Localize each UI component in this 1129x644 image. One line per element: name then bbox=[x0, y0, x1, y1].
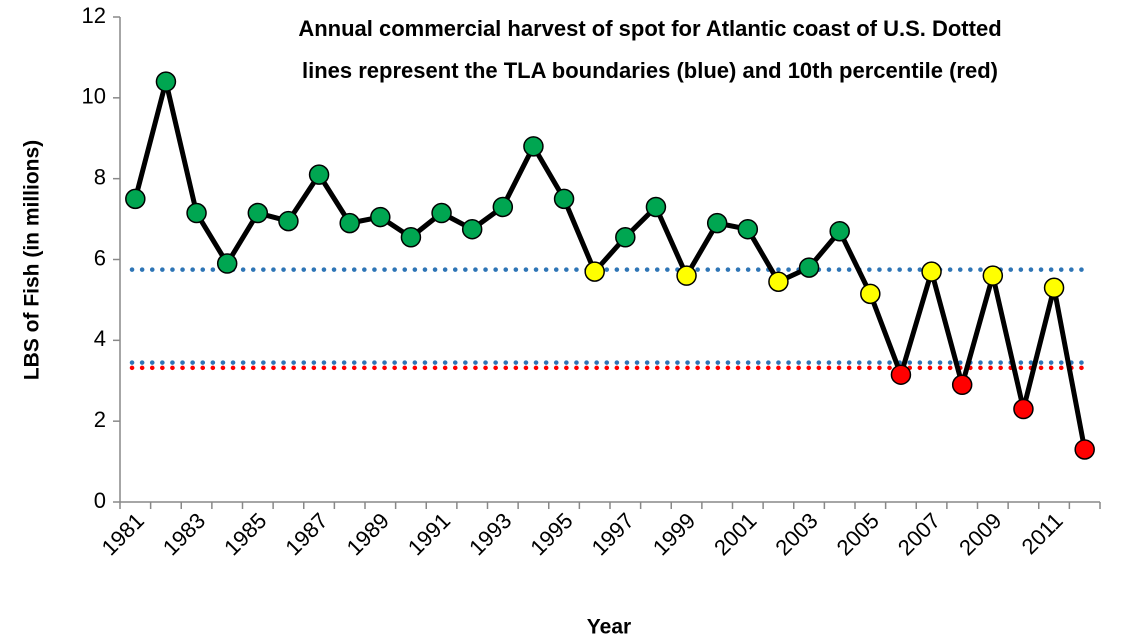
data-point bbox=[492, 196, 514, 218]
data-point bbox=[370, 206, 391, 228]
data-point bbox=[553, 188, 575, 210]
x-tick-label: 2001 bbox=[709, 508, 761, 560]
data-point bbox=[951, 374, 973, 396]
y-tick-label: 4 bbox=[94, 326, 106, 351]
data-point bbox=[247, 202, 269, 224]
x-tick-label: 1985 bbox=[219, 508, 271, 560]
data-point bbox=[829, 220, 850, 242]
y-tick-label: 0 bbox=[94, 488, 106, 513]
data-point bbox=[676, 265, 697, 286]
x-tick-label: 1987 bbox=[280, 508, 332, 560]
data-point bbox=[798, 257, 820, 278]
x-tick-label: 1989 bbox=[342, 508, 394, 560]
x-tick-label: 1993 bbox=[464, 508, 516, 560]
data-point bbox=[523, 136, 544, 157]
data-point bbox=[921, 261, 942, 282]
data-point bbox=[737, 218, 759, 240]
chart-title: Annual commercial harvest of spot for At… bbox=[298, 16, 1001, 41]
y-tick-label: 8 bbox=[94, 164, 106, 189]
x-axis-label: Year bbox=[587, 616, 631, 639]
data-point bbox=[308, 164, 330, 185]
data-point bbox=[768, 271, 789, 292]
chart-title: lines represent the TLA boundaries (blue… bbox=[302, 58, 998, 83]
x-tick-label: 2011 bbox=[1017, 508, 1068, 559]
data-point bbox=[125, 188, 146, 210]
x-tick-label: 2003 bbox=[770, 508, 822, 560]
data-point bbox=[706, 212, 728, 234]
y-tick-label: 6 bbox=[94, 245, 106, 270]
data-point bbox=[982, 265, 1004, 286]
data-point bbox=[278, 210, 299, 232]
data-point bbox=[461, 218, 483, 240]
y-tick-label: 12 bbox=[82, 3, 106, 28]
data-point bbox=[431, 202, 452, 224]
data-point bbox=[1043, 277, 1065, 299]
y-tick-label: 10 bbox=[82, 84, 106, 109]
data-line bbox=[132, 79, 1088, 450]
data-point bbox=[584, 261, 605, 282]
x-tick-label: 2005 bbox=[832, 508, 884, 560]
data-point bbox=[890, 364, 912, 385]
data-point bbox=[860, 283, 881, 305]
x-tick-label: 1999 bbox=[648, 508, 700, 560]
data-point bbox=[615, 227, 636, 248]
x-tick-label: 2007 bbox=[893, 508, 945, 560]
data-point bbox=[339, 212, 360, 234]
data-point bbox=[216, 253, 238, 274]
data-point bbox=[1013, 398, 1034, 420]
x-tick-label: 1995 bbox=[525, 508, 577, 560]
y-tick-label: 2 bbox=[94, 407, 106, 432]
x-tick-label: 1981 bbox=[97, 508, 149, 560]
x-tick-label: 2009 bbox=[954, 508, 1006, 560]
data-point bbox=[645, 196, 667, 218]
data-point bbox=[400, 227, 422, 248]
data-point bbox=[155, 71, 177, 92]
data-point bbox=[186, 202, 207, 224]
data-point bbox=[1074, 439, 1095, 460]
x-tick-label: 1983 bbox=[158, 508, 210, 560]
x-tick-label: 1997 bbox=[587, 508, 639, 560]
y-axis-label: LBS of Fish (in millions) bbox=[21, 140, 44, 380]
x-tick-label: 1991 bbox=[403, 508, 455, 560]
